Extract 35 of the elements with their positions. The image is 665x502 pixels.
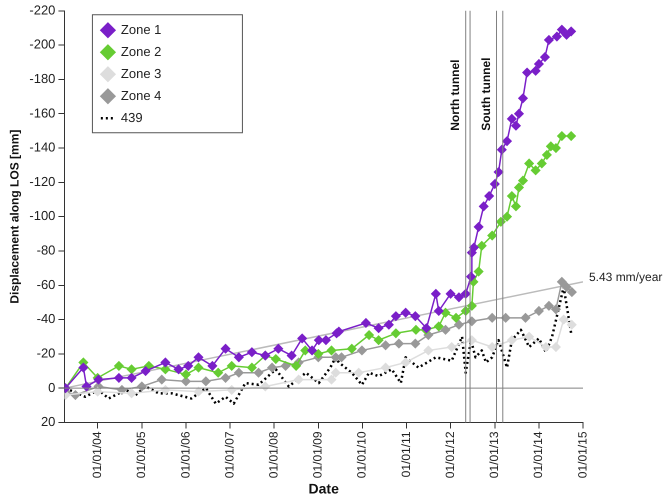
y-tick-label: 0 <box>48 380 56 395</box>
y-tick-label: -180 <box>29 70 56 86</box>
legend-label: Zone 2 <box>120 44 162 59</box>
y-tick-label: -80 <box>36 242 56 258</box>
x-tick-label: 01/01/11 <box>398 431 413 478</box>
x-axis-title: Date <box>308 480 340 496</box>
legend-label: Zone 1 <box>120 22 162 37</box>
legend-label: Zone 3 <box>120 66 162 81</box>
x-tick-label: 01/01/05 <box>134 431 148 478</box>
x-tick-label: 01/01/06 <box>178 431 192 478</box>
y-tick-label: -200 <box>29 36 56 52</box>
x-tick-label: 01/01/14 <box>531 431 546 478</box>
y-axis-title: Displacement along LOS [mm] <box>8 130 22 304</box>
y-tick-label: -220 <box>29 2 56 18</box>
legend-label: 439 <box>120 110 143 125</box>
y-tick-label: -120 <box>29 174 56 189</box>
y-tick-label: -20 <box>36 345 56 360</box>
x-tick-label: 01/01/09 <box>310 431 325 478</box>
x-tick-label: 01/01/13 <box>487 431 502 478</box>
x-tick-label: 01/01/10 <box>354 431 369 478</box>
ref-line-label: South tunnel <box>478 57 493 131</box>
ref-line-label: North tunnel <box>448 59 462 131</box>
x-tick-label: 01/01/12 <box>442 431 457 478</box>
x-tick-label: 01/01/15 <box>575 431 590 478</box>
y-tick-label: 20 <box>40 414 56 430</box>
x-tick-label: 01/01/08 <box>266 431 280 478</box>
annotation: 5.43 mm/year <box>589 270 662 284</box>
y-tick-label: -60 <box>36 276 56 292</box>
x-tick-label: 01/01/07 <box>222 431 236 478</box>
y-tick-label: -40 <box>36 311 56 326</box>
y-tick-label: -100 <box>29 208 56 224</box>
legend-label: Zone 4 <box>120 88 162 103</box>
y-tick-label: -140 <box>29 140 56 155</box>
y-tick-label: -160 <box>29 105 56 120</box>
x-tick-label: 01/01/04 <box>90 431 104 478</box>
